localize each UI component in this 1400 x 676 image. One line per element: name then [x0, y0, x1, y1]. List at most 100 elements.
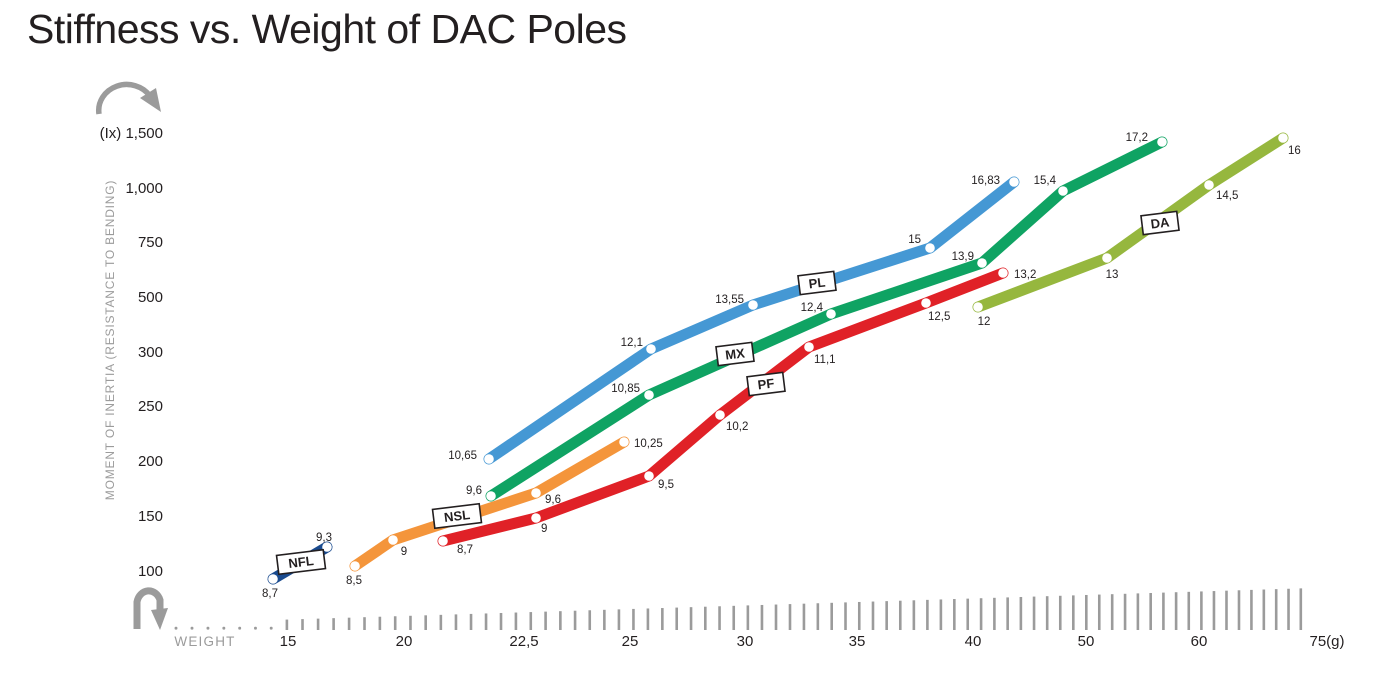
x-axis-tick — [646, 608, 650, 630]
x-axis-tick — [1262, 589, 1266, 630]
x-axis-tick — [514, 612, 518, 630]
x-axis-tick-dot — [174, 626, 178, 630]
x-axis-tick — [732, 605, 736, 630]
data-point-marker — [1009, 177, 1019, 187]
x-axis-tick — [347, 617, 351, 630]
data-point-label: 14,5 — [1216, 190, 1238, 202]
x-axis-tick — [857, 601, 861, 630]
data-point-marker — [619, 437, 629, 447]
x-axis-tick-dot — [238, 626, 242, 630]
x-axis-tick — [898, 600, 902, 630]
data-point-label: 12 — [978, 316, 991, 328]
x-axis-tick-label: 75(g) — [1309, 633, 1344, 650]
x-axis-tick — [1058, 595, 1062, 630]
x-axis-tick — [529, 612, 533, 630]
x-axis-tick — [746, 605, 750, 630]
data-point-marker — [350, 561, 360, 571]
x-axis-tick-label: 20 — [396, 633, 413, 650]
data-point-label: 10,25 — [634, 438, 663, 450]
data-point-label: 15 — [908, 234, 921, 246]
x-axis-tick — [573, 610, 577, 630]
x-axis-tick — [939, 599, 943, 630]
x-axis-tick — [1110, 594, 1114, 630]
x-axis-tick — [774, 604, 778, 630]
series-line-mx — [485, 136, 1168, 502]
series-label-box-nsl: NSL — [431, 502, 483, 530]
x-axis-tick — [1136, 593, 1140, 630]
x-axis-tick-label: 60 — [1191, 633, 1208, 650]
data-point-label: 12,5 — [928, 311, 950, 323]
x-axis-tick — [1200, 591, 1203, 630]
data-point-marker — [748, 300, 758, 310]
data-point-label: 9 — [541, 523, 547, 535]
x-axis-tick-dot — [254, 626, 257, 630]
x-axis-tick-labels: 15 20 22,5 25 30 35 40 50 60 75(g) — [280, 633, 1345, 650]
x-axis-tick — [661, 608, 664, 630]
x-axis-tick — [424, 615, 427, 630]
data-point-marker — [925, 243, 935, 253]
data-point-marker — [1157, 137, 1167, 147]
series-pl — [483, 176, 1020, 465]
data-point-marker — [388, 535, 398, 545]
series-label-box-nfl: NFL — [275, 548, 327, 576]
y-axis-tick-label: 750 — [138, 234, 163, 251]
x-axis-tick — [559, 611, 562, 630]
data-point-label: 12,1 — [621, 337, 643, 349]
bend-arrow-top-icon — [95, 81, 161, 115]
data-point-marker — [1102, 253, 1112, 263]
series-label-text: NSL — [443, 507, 471, 525]
data-point-label: 10,65 — [448, 450, 477, 462]
data-point-label: 13,2 — [1014, 269, 1036, 281]
data-point-marker — [977, 258, 987, 268]
series-label-box-pl: PL — [797, 270, 837, 296]
data-point-label: 13,9 — [952, 251, 974, 263]
y-axis-tick-labels: (Ix) 1,500 1,000 750 500 300 250 200 150 100 — [100, 125, 163, 580]
data-point-marker — [1204, 180, 1214, 190]
x-axis-tick-label: 40 — [965, 633, 982, 650]
y-axis-title: MOMENT OF INERTIA (RESISTANCE TO BENDING… — [103, 180, 117, 500]
data-point-label: 8,7 — [457, 544, 473, 556]
x-axis-tick — [603, 609, 606, 630]
data-point-label: 8,5 — [346, 575, 362, 587]
x-axis-tick — [332, 618, 335, 630]
x-axis-tick — [316, 618, 320, 630]
series-label-box-frame — [715, 341, 755, 367]
data-point-label: 11,1 — [814, 354, 836, 366]
x-axis-tick-label: 15 — [280, 633, 297, 650]
x-axis-tick — [966, 598, 970, 630]
y-axis-tick-label: 1,000 — [125, 180, 163, 197]
series-point-labels: 8,7 9,3 8,5 9 9,6 10,25 10,65 12,1 13,55 15 16,83 9… — [262, 132, 1301, 600]
data-point-marker — [644, 471, 654, 481]
data-point-label: 10,2 — [726, 421, 748, 433]
x-axis-tick — [409, 615, 412, 630]
data-point-marker — [486, 491, 496, 501]
data-point-marker — [973, 302, 983, 312]
data-point-marker — [646, 344, 656, 354]
data-point-label: 9,6 — [466, 485, 482, 497]
data-point-label: 17,2 — [1126, 132, 1148, 144]
x-axis-tick-label: 30 — [737, 633, 754, 650]
series-label-box-frame — [746, 371, 786, 397]
series-label-boxes: NFL NSL PL MX PF DA — [275, 210, 1180, 576]
x-axis-tick — [469, 613, 473, 630]
x-axis-tick — [393, 616, 397, 630]
x-axis-tick — [1149, 592, 1152, 630]
x-axis-tick — [1212, 591, 1216, 630]
data-point-marker — [804, 342, 814, 352]
x-axis-tick — [885, 601, 888, 630]
x-axis-tick — [689, 607, 693, 630]
series-label-box-frame — [275, 548, 327, 576]
data-point-label: 9,3 — [316, 532, 332, 544]
x-axis-tick — [1162, 592, 1165, 630]
series-label-text: MX — [724, 345, 746, 362]
x-axis-tick — [830, 602, 834, 630]
x-axis-tick — [1274, 589, 1278, 630]
data-point-label: 9 — [401, 546, 407, 558]
x-axis-tick — [953, 599, 956, 630]
x-axis-tick — [675, 607, 679, 630]
series-label-box-frame — [1140, 210, 1180, 236]
chart-title: Stiffness vs. Weight of DAC Poles — [27, 6, 627, 52]
x-axis-tick — [1019, 596, 1023, 630]
